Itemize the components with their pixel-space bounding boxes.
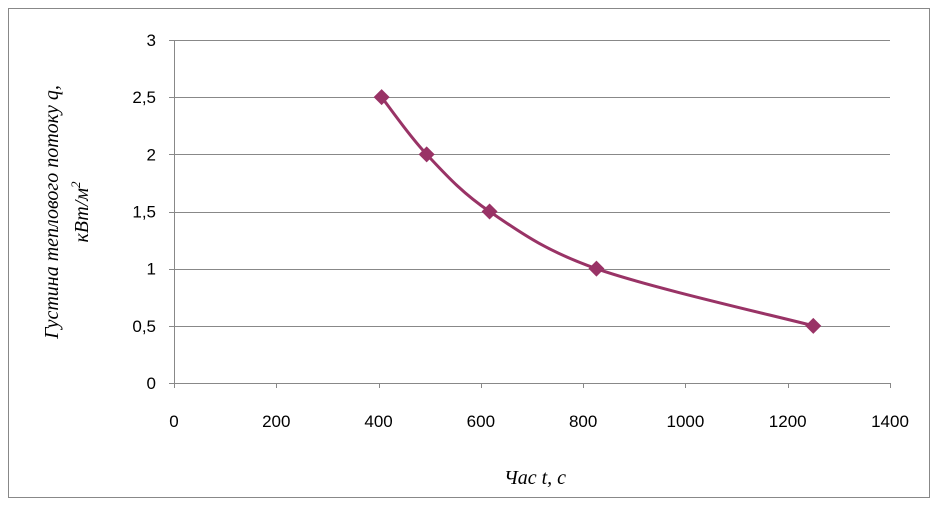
y-axis-title-line2: кВт/м2 [68,181,93,243]
chart-frame [8,8,930,498]
x-tick-label: 1400 [871,412,909,431]
data-markers [373,89,822,334]
y-tick-labels: 0 0,5 1 1,5 2 2,5 3 [132,31,156,393]
y-axis-title-line1: Густина теплового потоку q, [41,85,63,340]
data-point-marker [373,89,390,106]
y-tick-label: 2,5 [132,88,156,107]
axes [169,40,891,388]
x-axis-title: Час t, с [504,467,566,489]
x-tick-labels: 0 200 400 600 800 1000 1200 1400 [169,412,909,431]
series-line [380,96,814,328]
gridlines [174,40,890,327]
data-point-marker [418,146,435,163]
data-point-marker [805,317,822,334]
data-point-marker [588,260,605,277]
y-tick-label: 0 [147,374,156,393]
x-tick-label: 600 [467,412,495,431]
x-tick-label: 800 [569,412,597,431]
y-tick-label: 3 [147,31,156,50]
x-tick-label: 1200 [769,412,807,431]
y-axis-title: Густина теплового потоку q, кВт/м2 [41,85,93,340]
data-point-marker [481,203,498,220]
y-tick-label: 2 [147,145,156,164]
x-tick-label: 200 [262,412,290,431]
y-tick-label: 1 [147,260,156,279]
y-axis-unit: кВт/м [71,188,93,243]
y-axis-unit-superscript: 2 [68,181,83,188]
y-tick-label: 0,5 [132,317,156,336]
x-tick-label: 0 [169,412,178,431]
y-tick-label: 1,5 [132,203,156,222]
x-tick-label: 1000 [667,412,705,431]
x-tick-label: 400 [364,412,392,431]
